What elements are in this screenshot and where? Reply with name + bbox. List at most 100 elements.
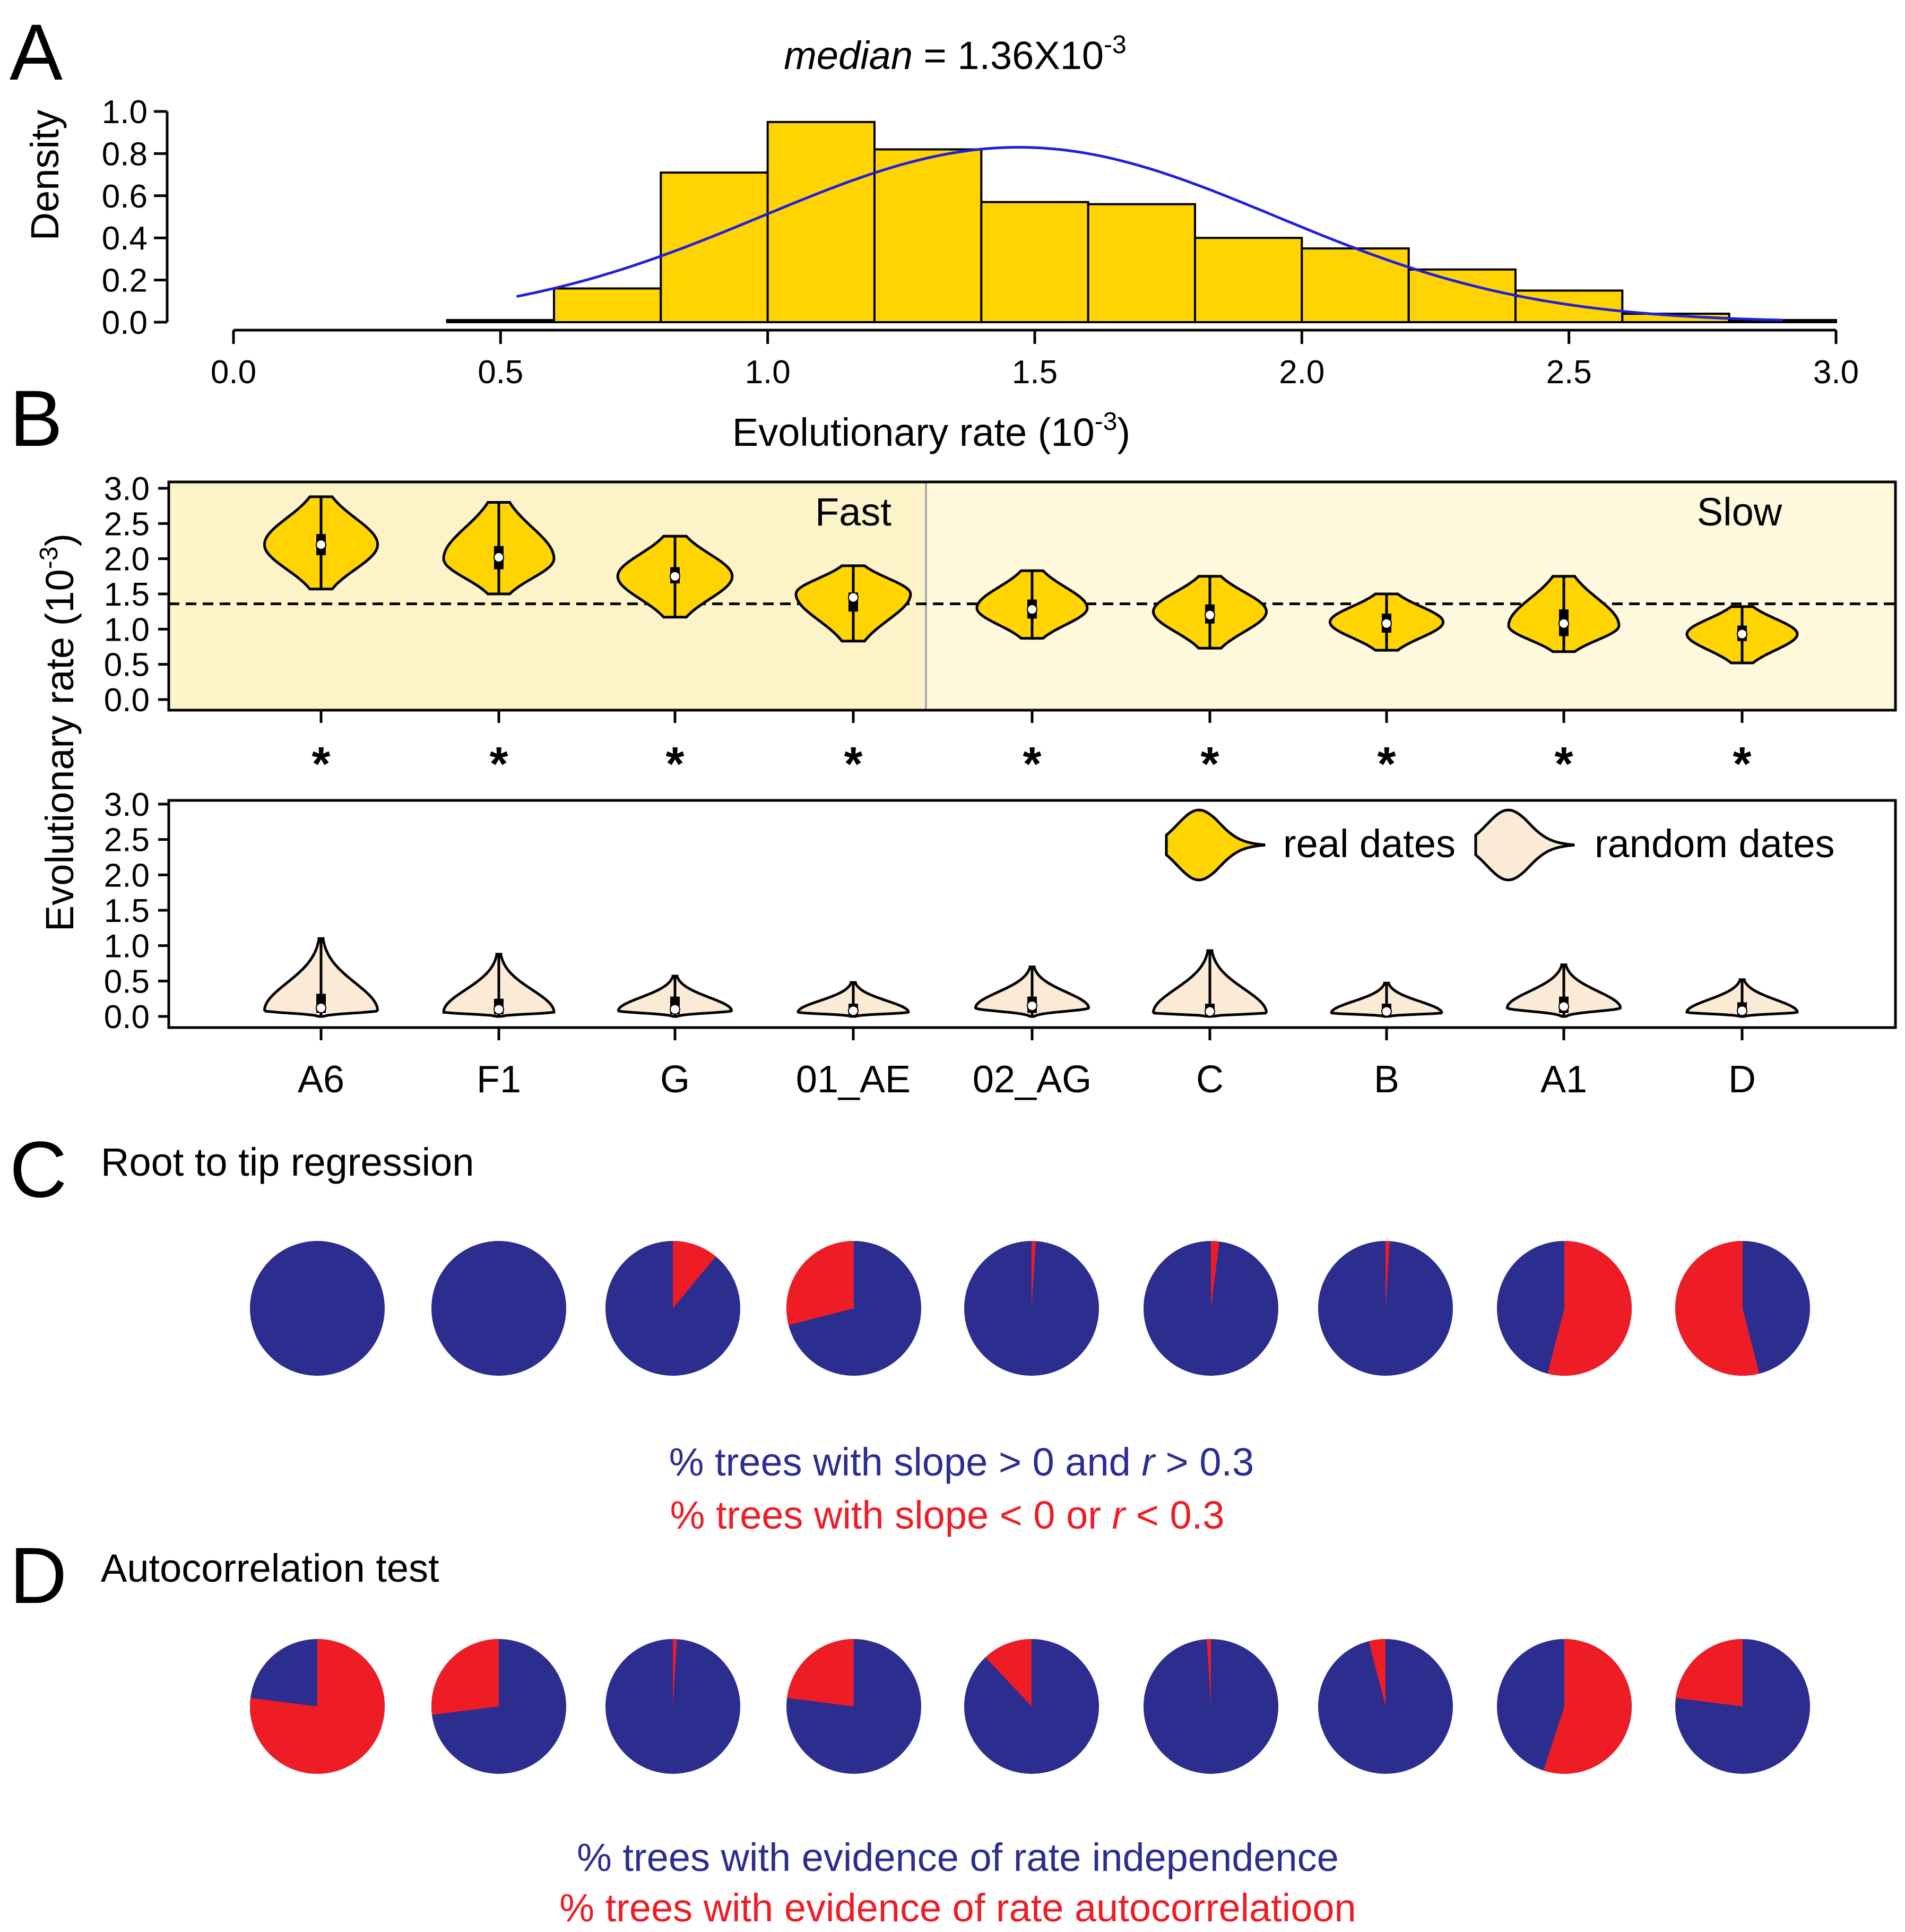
pie-slice-red bbox=[1211, 1241, 1219, 1308]
y-tick-label: 0.5 bbox=[104, 647, 150, 684]
y-tick-label: 0.2 bbox=[102, 263, 148, 299]
pie-slice-red bbox=[1676, 1639, 1743, 1706]
violin-median bbox=[1737, 628, 1747, 640]
significance-star: * bbox=[489, 738, 508, 791]
violin-median bbox=[1558, 1001, 1569, 1012]
y-tick-label: 0.0 bbox=[104, 682, 150, 719]
y-tick-label: 2.0 bbox=[104, 541, 150, 578]
violin-median bbox=[670, 1004, 680, 1015]
category-label: B bbox=[1374, 1058, 1399, 1101]
violin-median bbox=[1381, 1006, 1392, 1017]
violin-legend: real dates random dates bbox=[1165, 808, 1835, 882]
x-tick-label: 1.5 bbox=[1012, 354, 1058, 391]
histogram-axes: 0.0 0.5 1.0 1.5 2.0 2.5 3.0 0.0 0.2 0.4 0.6 0.8 1.0 bbox=[102, 94, 1859, 391]
violin-median bbox=[848, 1005, 859, 1016]
x-tick-label: 0.5 bbox=[478, 354, 523, 391]
y-label-text: Evolutionary rate (10 bbox=[38, 569, 82, 932]
category-label: A1 bbox=[1540, 1058, 1587, 1101]
title-exponent: -3 bbox=[1104, 31, 1127, 59]
x-tick-label: 0.0 bbox=[211, 354, 256, 391]
legend-blue-post: > 0.3 bbox=[1155, 1440, 1254, 1484]
y-tick-label: 1.5 bbox=[104, 576, 150, 613]
category-label: 01_AE bbox=[796, 1058, 911, 1101]
category-label: G bbox=[660, 1058, 690, 1101]
title-median-word: median bbox=[784, 33, 913, 77]
random-dates-swatch bbox=[1474, 808, 1575, 882]
y-tick-label: 1.0 bbox=[102, 94, 148, 131]
random-dates-label: random dates bbox=[1595, 822, 1835, 866]
title-median-value: = 1.36X10 bbox=[913, 33, 1104, 77]
pie-slice-red bbox=[787, 1639, 854, 1706]
panel-label-c: C bbox=[10, 1125, 67, 1214]
real-dates-violins bbox=[263, 495, 1799, 665]
significance-star: * bbox=[1023, 738, 1041, 791]
autocorrelation-legend-red: % trees with evidence of rate autocorrel… bbox=[559, 1886, 1356, 1930]
histogram-y-label: Density bbox=[23, 110, 67, 241]
legend-red-pre: % trees with slope < 0 or bbox=[670, 1493, 1112, 1537]
violin-median bbox=[1558, 618, 1569, 629]
histogram-bar bbox=[980, 201, 1089, 323]
significance-marks: * * * * * * * * * bbox=[311, 710, 1752, 791]
violin-y-label: Evolutionary rate (10-3) bbox=[35, 533, 82, 932]
autocorrelation-panel: Autocorrelation test % trees with eviden… bbox=[101, 1546, 1810, 1930]
violin-median bbox=[1027, 1000, 1037, 1011]
pie-slice-red bbox=[1675, 1241, 1760, 1376]
pie-slice-red bbox=[1547, 1241, 1632, 1376]
slow-region bbox=[926, 482, 1895, 710]
histogram-bar bbox=[1728, 319, 1838, 324]
violin-median bbox=[316, 1003, 326, 1013]
pie-slice-red bbox=[1543, 1639, 1632, 1774]
category-label: C bbox=[1196, 1058, 1224, 1101]
category-label: A6 bbox=[298, 1058, 344, 1101]
y-tick-label: 1.0 bbox=[104, 611, 150, 648]
y-tick-label: 0.0 bbox=[102, 305, 148, 341]
significance-star: * bbox=[1200, 738, 1219, 791]
y-tick-label: 0.5 bbox=[104, 963, 150, 1000]
legend-blue-var: r bbox=[1141, 1440, 1156, 1484]
density-curve bbox=[516, 146, 1783, 322]
histogram-title: median = 1.36X10-3 bbox=[784, 31, 1126, 77]
random-dates-violins bbox=[263, 937, 1799, 1018]
category-label: F1 bbox=[477, 1058, 521, 1101]
violin-panel: Fast Slow 0.00.51.01.52.02.53.0 * * * * * * * *… bbox=[35, 471, 1897, 1101]
root-to-tip-legend-blue: % trees with slope > 0 and r > 0.3 bbox=[669, 1440, 1254, 1484]
root-to-tip-title: Root to tip regression bbox=[101, 1140, 474, 1184]
y-tick-label: 2.0 bbox=[104, 857, 150, 894]
y-label-exponent: -3 bbox=[35, 547, 63, 570]
pie-slice-red bbox=[1207, 1639, 1211, 1706]
real-plot-y-axis: 0.00.51.01.52.02.53.0 bbox=[104, 471, 169, 719]
histogram-bar bbox=[660, 171, 769, 323]
random-plot-y-axis: 0.00.51.01.52.02.53.0 bbox=[104, 787, 169, 1036]
y-label-suffix: ) bbox=[38, 533, 82, 547]
autocorrelation-legend-blue: % trees with evidence of rate independen… bbox=[577, 1835, 1339, 1879]
histogram-bars bbox=[446, 120, 1838, 324]
panel-label-b: B bbox=[10, 374, 63, 463]
significance-star: * bbox=[1554, 738, 1573, 791]
y-tick-label: 0.0 bbox=[104, 999, 150, 1036]
pie-slice-blue bbox=[250, 1241, 385, 1376]
histogram-x-label: Evolutionary rate (10-3) bbox=[732, 408, 1130, 454]
slow-label: Slow bbox=[1697, 490, 1782, 534]
x-tick-label: 2.0 bbox=[1279, 354, 1324, 391]
pie-slice-red bbox=[985, 1639, 1032, 1706]
x-label-suffix: ) bbox=[1117, 410, 1130, 454]
violin-median bbox=[493, 1004, 504, 1015]
violin-median bbox=[1027, 604, 1037, 615]
violin-median bbox=[316, 539, 326, 550]
legend-blue-pre: % trees with slope > 0 and bbox=[669, 1440, 1142, 1484]
significance-star: * bbox=[1733, 738, 1751, 791]
y-tick-label: 1.5 bbox=[104, 893, 150, 929]
legend-red-post: < 0.3 bbox=[1125, 1493, 1224, 1537]
real-dates-swatch bbox=[1165, 808, 1266, 882]
violin-median bbox=[1205, 609, 1215, 620]
x-tick-label: 3.0 bbox=[1813, 354, 1859, 391]
pie-slice-blue bbox=[431, 1241, 566, 1376]
category-label: 02_AG bbox=[973, 1058, 1092, 1101]
panel-label-a: A bbox=[10, 7, 63, 97]
pie-slice-red bbox=[250, 1639, 385, 1774]
x-tick-label: 1.0 bbox=[745, 354, 791, 391]
y-tick-label: 0.6 bbox=[102, 178, 148, 215]
real-dates-label: real dates bbox=[1283, 822, 1456, 866]
y-tick-label: 1.0 bbox=[104, 928, 150, 965]
